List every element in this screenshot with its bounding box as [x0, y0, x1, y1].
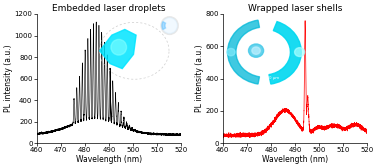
Title: Wrapped laser shells: Wrapped laser shells: [248, 4, 342, 13]
Title: Embedded laser droplets: Embedded laser droplets: [52, 4, 166, 13]
Y-axis label: PL intensity (a.u.): PL intensity (a.u.): [195, 45, 204, 112]
X-axis label: Wavelength (nm): Wavelength (nm): [76, 155, 142, 164]
X-axis label: Wavelength (nm): Wavelength (nm): [262, 155, 328, 164]
Y-axis label: PL intensity (a.u.): PL intensity (a.u.): [4, 45, 13, 112]
